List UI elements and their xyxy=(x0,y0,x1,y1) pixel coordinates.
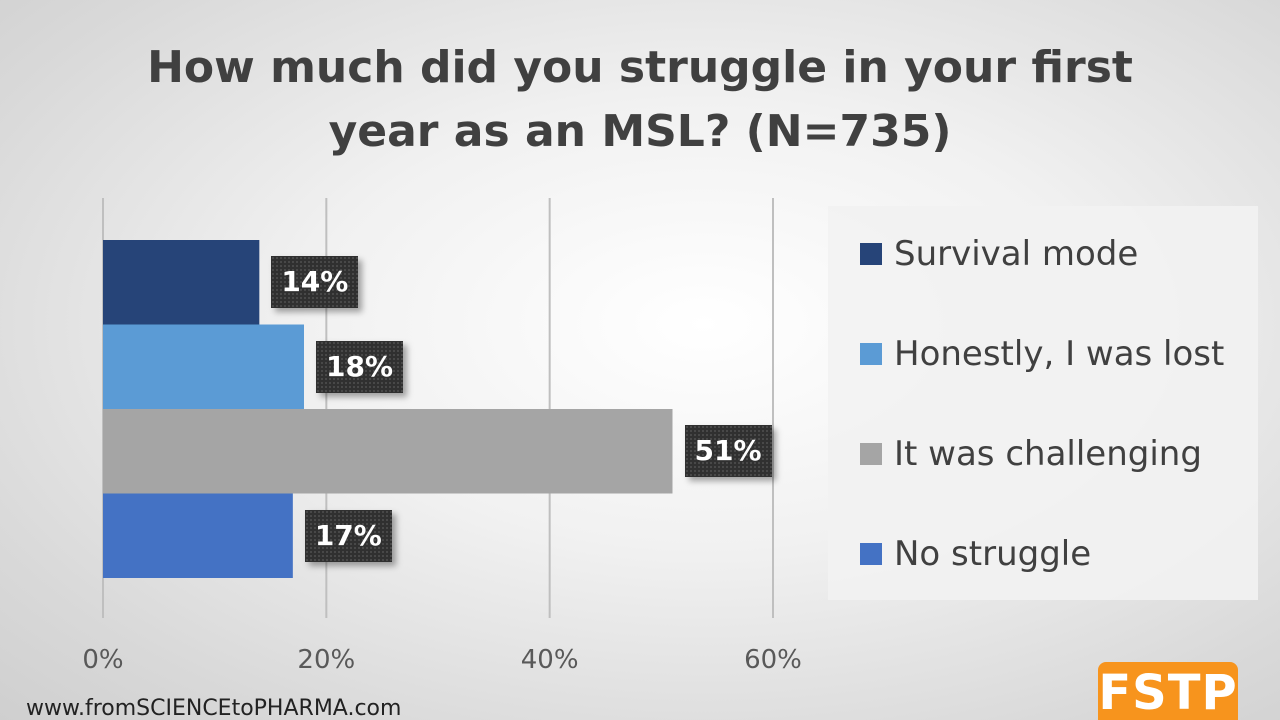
legend-label-1: Honestly, I was lost xyxy=(894,334,1225,374)
legend-swatch-1 xyxy=(860,343,882,365)
legend-label-2: It was challenging xyxy=(894,434,1202,474)
bar-3 xyxy=(103,493,293,578)
x-tick-label-0: 0% xyxy=(82,645,124,675)
chart-title: How much did you struggle in your first … xyxy=(90,36,1190,164)
x-tick-label-2: 40% xyxy=(520,645,579,675)
data-label-2: 51% xyxy=(684,425,772,478)
chart-title-line-2: year as an MSL? (N=735) xyxy=(328,106,952,157)
legend-label-0: Survival mode xyxy=(894,234,1139,274)
x-tick-label-3: 60% xyxy=(744,645,802,675)
legend-item-1: Honestly, I was lost xyxy=(860,334,1224,374)
legend-item-3: No struggle xyxy=(860,534,1091,574)
legend-swatch-3 xyxy=(860,543,882,565)
bar-1 xyxy=(103,324,304,409)
legend-item-2: It was challenging xyxy=(860,434,1202,474)
source-url: www.fromSCIENCEtoPHARMA.com xyxy=(26,696,402,720)
data-label-0: 14% xyxy=(271,256,359,309)
fstp-logo: FSTP xyxy=(1098,662,1238,720)
legend-swatch-2 xyxy=(860,443,882,465)
bar-0 xyxy=(103,240,260,325)
data-label-3: 17% xyxy=(304,509,392,562)
legend-item-0: Survival mode xyxy=(860,234,1138,274)
chart-title-line-1: How much did you struggle in your first xyxy=(147,42,1133,93)
legend-label-3: No struggle xyxy=(894,534,1092,574)
legend-swatch-0 xyxy=(860,243,882,265)
legend: Survival mode Honestly, I was lost It was … xyxy=(828,206,1258,600)
x-tick-label-1: 20% xyxy=(297,645,356,675)
data-label-1: 18% xyxy=(316,340,404,393)
bar-2 xyxy=(103,409,673,494)
